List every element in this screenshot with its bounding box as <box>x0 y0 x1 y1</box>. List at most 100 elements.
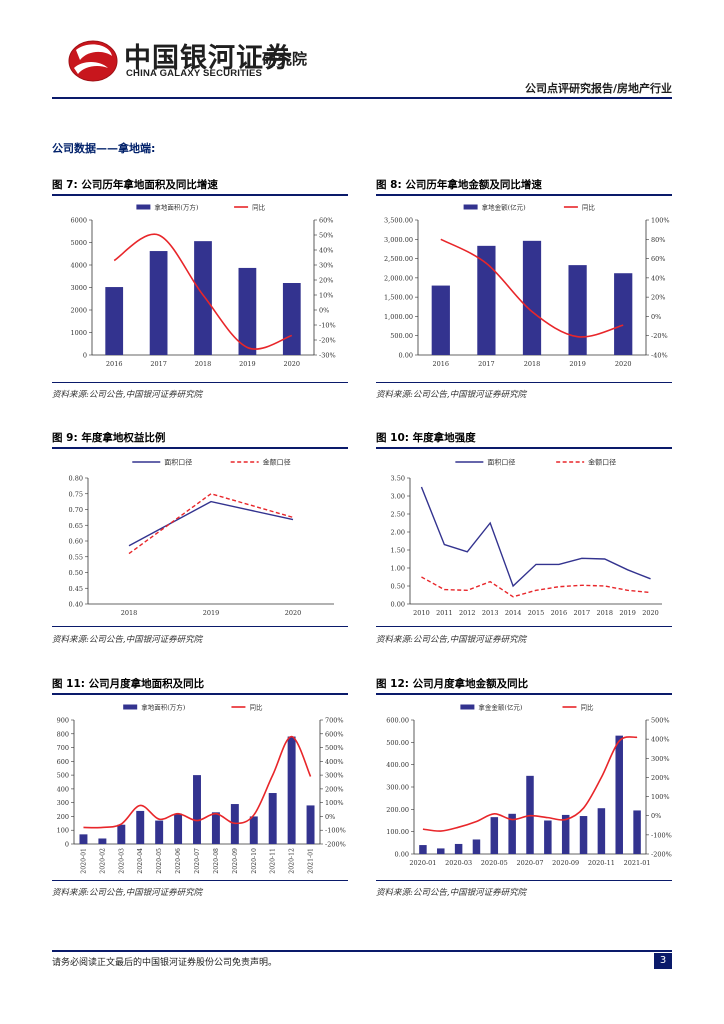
y-tick-label: 400.00 <box>386 761 409 769</box>
x-tick-label: 2020-02 <box>99 848 106 874</box>
y-right-tick-label: -200% <box>651 851 672 859</box>
y-right-tick-label: -100% <box>651 831 672 839</box>
y-tick-label: 3.50 <box>391 475 405 483</box>
figure-rule <box>376 382 672 383</box>
bar <box>79 834 88 844</box>
figure-title: 图 7: 公司历年拿地面积及同比增速 <box>52 179 218 191</box>
y-right-tick-label: -200% <box>325 841 346 849</box>
x-tick-label: 2020-03 <box>445 859 472 867</box>
bar <box>431 285 450 355</box>
y-right-tick-label: 60% <box>319 217 333 225</box>
y-right-tick-label: -10% <box>319 322 336 330</box>
y-tick-label: 3,000.00 <box>384 236 413 244</box>
x-tick-label: 2019 <box>239 360 256 368</box>
x-tick-label: 2020 <box>285 609 302 617</box>
y-right-tick-label: 0% <box>319 307 329 315</box>
legend-label: 同比 <box>249 703 263 712</box>
y-tick-label: 3,500.00 <box>384 217 413 225</box>
y-right-tick-label: 20% <box>651 294 665 302</box>
legend-bar-swatch <box>136 204 151 210</box>
bar <box>614 273 633 355</box>
bar <box>193 775 201 844</box>
galaxy-logo-icon <box>68 40 118 82</box>
x-tick-label: 2016 <box>551 609 568 617</box>
bar <box>615 735 623 854</box>
yoy-line <box>83 735 312 829</box>
y-right-tick-label: -20% <box>651 332 668 340</box>
legend-bar-swatch <box>460 704 475 710</box>
y-tick-label: 0.50 <box>69 569 83 577</box>
chart-land-intensity: 0.00 0.50 1.00 1.50 2.00 2.50 3.00 3.50 2010 2011… <box>391 458 662 617</box>
bar <box>454 843 463 854</box>
y-tick-label: 2,000.00 <box>384 274 413 282</box>
x-tick-label: 2017 <box>574 609 591 617</box>
x-tick-label: 2019 <box>569 360 586 368</box>
chart-land-area-monthly: 0 100 200 300 400 500 600 700 800 900 -200% -100% 0%… <box>57 703 346 874</box>
chart-land-amount-yearly: 0.00 500.00 1,000.00 1,500.00 2,000.00 2,500.… <box>384 203 670 369</box>
x-tick-label: 2014 <box>505 609 522 617</box>
figure-title: 图 9: 年度拿地权益比例 <box>52 432 166 444</box>
bar <box>287 736 296 844</box>
y-right-tick-label: 0% <box>651 313 661 321</box>
logo-institute: 研究院 <box>262 50 308 68</box>
yoy-line <box>440 238 624 338</box>
chart-equity-ratio: 0.40 0.45 0.50 0.55 0.60 0.65 0.70 0.75 0.80 2018… <box>69 458 334 617</box>
series-line <box>420 486 651 588</box>
y-tick-label: 800 <box>57 730 69 738</box>
y-tick-label: 400 <box>57 785 69 793</box>
x-tick-label: 2020-05 <box>156 848 163 874</box>
x-tick-label: 2020 <box>642 609 659 617</box>
x-tick-label: 2017 <box>150 360 167 368</box>
x-tick-label: 2020-08 <box>213 848 220 874</box>
bar <box>568 265 587 355</box>
y-right-tick-label: -40% <box>651 352 668 360</box>
x-tick-label: 2018 <box>121 609 138 617</box>
y-tick-label: 100 <box>57 827 69 835</box>
y-tick-label: 0.00 <box>391 601 405 609</box>
bar <box>117 824 126 844</box>
bar <box>149 251 168 355</box>
bar <box>419 845 427 854</box>
yoy-line <box>113 233 293 350</box>
figure-rule <box>376 880 672 881</box>
bar <box>633 810 641 854</box>
y-right-tick-label: 300% <box>325 772 344 780</box>
y-right-tick-label: 200% <box>325 785 344 793</box>
logo-english-name: CHINA GALAXY SECURITIES <box>126 68 263 79</box>
figure-rule <box>52 382 348 383</box>
y-tick-label: 2,500.00 <box>384 255 413 263</box>
y-tick-label: 2000 <box>70 307 87 315</box>
y-tick-label: 0.00 <box>395 851 409 859</box>
bar <box>561 814 570 854</box>
y-right-tick-label: 700% <box>325 717 344 725</box>
bar <box>249 816 258 844</box>
y-tick-label: 500.00 <box>386 739 409 747</box>
figure-source: 资料来源:公司公告,中国银河证券研究院 <box>52 635 203 645</box>
x-tick-label: 2018 <box>524 360 541 368</box>
y-tick-label: 0.80 <box>69 475 83 483</box>
legend-label: 金额口径 <box>588 458 616 467</box>
x-tick-label: 2020-03 <box>118 848 125 874</box>
bar <box>136 810 145 844</box>
page-number: 3 <box>654 953 672 969</box>
figure-title: 图 10: 年度拿地强度 <box>376 432 476 444</box>
x-tick-label: 2012 <box>459 609 476 617</box>
y-tick-label: 300.00 <box>386 784 409 792</box>
y-right-tick-label: 50% <box>319 232 333 240</box>
y-tick-label: 900 <box>57 717 69 725</box>
y-right-tick-label: 40% <box>319 247 333 255</box>
y-tick-label: 200.00 <box>386 806 409 814</box>
figure-title: 图 11: 公司月度拿地面积及同比 <box>52 678 205 690</box>
y-right-tick-label: 500% <box>325 744 344 752</box>
legend-bar-swatch <box>123 704 138 710</box>
x-tick-label: 2015 <box>528 609 545 617</box>
bar <box>579 816 588 854</box>
report-type: 公司点评研究报告/房地产行业 <box>524 82 672 95</box>
footer-rule <box>52 950 672 952</box>
x-tick-label: 2020-07 <box>194 848 201 874</box>
x-tick-label: 2020-05 <box>481 859 508 867</box>
y-right-tick-label: 200% <box>651 774 670 782</box>
bar <box>174 813 183 844</box>
bar <box>194 241 212 355</box>
y-right-tick-label: 60% <box>651 255 665 263</box>
